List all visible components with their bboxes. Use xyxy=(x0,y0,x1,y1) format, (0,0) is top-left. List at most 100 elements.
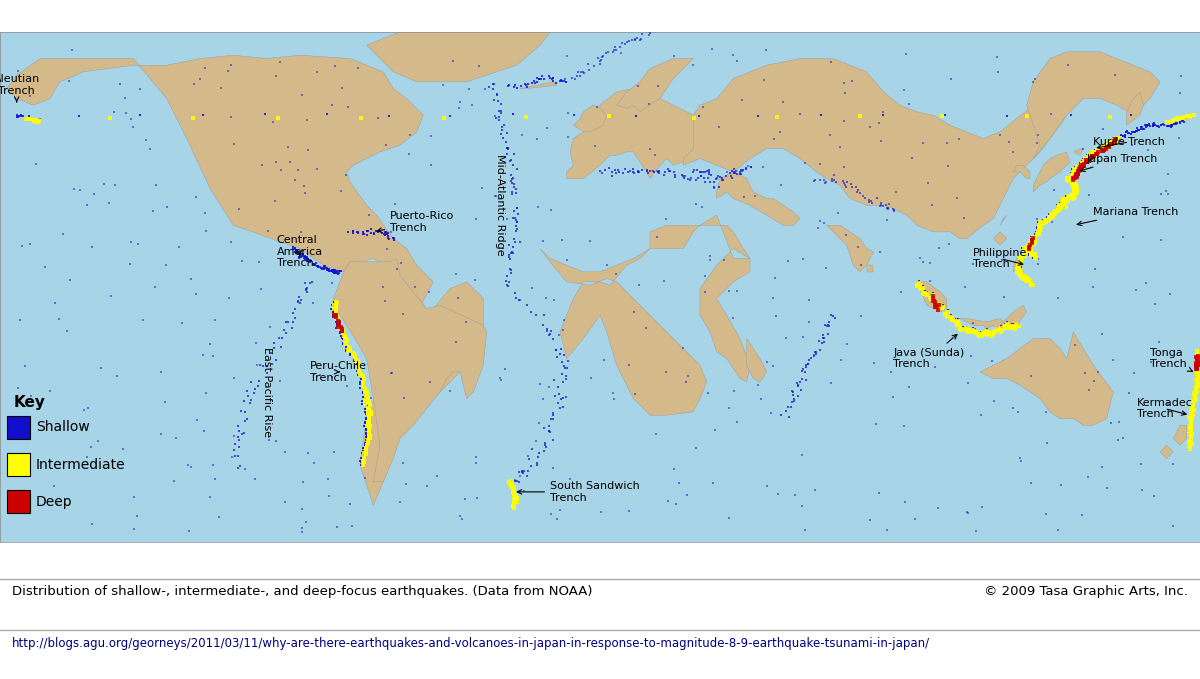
Point xyxy=(361,420,380,431)
Point xyxy=(302,276,322,287)
Point xyxy=(356,424,376,435)
Point xyxy=(733,164,752,175)
Point xyxy=(469,60,488,71)
Point xyxy=(54,228,73,239)
Point xyxy=(462,100,481,111)
Point xyxy=(1092,143,1111,154)
Point xyxy=(1183,400,1200,411)
Point xyxy=(1153,119,1172,130)
Point xyxy=(1187,364,1200,375)
Point xyxy=(316,263,335,274)
Point xyxy=(1039,211,1058,222)
Point xyxy=(932,301,952,312)
Point xyxy=(359,409,378,420)
Point xyxy=(1182,416,1200,426)
Point xyxy=(1068,182,1087,193)
Point xyxy=(1022,250,1042,261)
Point xyxy=(73,422,92,433)
Point xyxy=(1116,130,1135,141)
Point xyxy=(870,488,889,498)
Point xyxy=(908,278,928,289)
Point xyxy=(352,373,371,384)
Point xyxy=(1187,364,1200,375)
Text: http://blogs.agu.org/georneys/2011/03/11/why-are-there-earthquakes-and-volcanoes: http://blogs.agu.org/georneys/2011/03/11… xyxy=(12,637,930,650)
Point xyxy=(1188,354,1200,365)
Point xyxy=(766,273,785,284)
Point xyxy=(925,299,944,310)
Point xyxy=(1165,114,1184,125)
Polygon shape xyxy=(540,215,750,416)
Point xyxy=(304,259,323,270)
Point xyxy=(698,387,718,398)
Point xyxy=(11,110,30,121)
Point xyxy=(29,115,48,126)
Point xyxy=(323,100,342,111)
Point xyxy=(1097,141,1116,152)
Point xyxy=(710,172,730,183)
Point xyxy=(1018,274,1037,285)
Point xyxy=(1187,359,1200,370)
Point xyxy=(318,474,337,485)
Point xyxy=(1072,160,1091,171)
Point xyxy=(696,167,715,178)
Point xyxy=(358,421,377,432)
Point xyxy=(360,428,379,439)
Point xyxy=(991,325,1010,336)
Point xyxy=(1092,142,1111,153)
Point xyxy=(314,261,334,272)
Point xyxy=(1174,115,1193,126)
Point xyxy=(1181,428,1200,439)
Point xyxy=(378,227,397,238)
Point xyxy=(486,191,505,202)
Point xyxy=(1187,374,1200,385)
Point xyxy=(1181,418,1200,428)
Point xyxy=(350,370,370,381)
Point xyxy=(932,301,952,312)
Point xyxy=(1070,162,1090,172)
Point xyxy=(544,407,563,418)
Point xyxy=(1056,196,1075,207)
Point xyxy=(356,409,376,420)
Point xyxy=(1182,410,1200,421)
Point xyxy=(1032,218,1051,229)
Point xyxy=(1120,388,1139,399)
Point xyxy=(275,496,294,507)
Point xyxy=(295,253,314,264)
Point xyxy=(1174,111,1193,122)
Point xyxy=(594,51,613,62)
Point xyxy=(181,274,200,285)
Point xyxy=(376,226,395,237)
Point xyxy=(1000,137,1019,148)
Point xyxy=(1181,434,1200,445)
Point xyxy=(972,328,991,339)
Point xyxy=(1019,244,1038,255)
Point xyxy=(1008,259,1027,270)
Point xyxy=(1094,142,1114,153)
Point xyxy=(1184,388,1200,399)
Point xyxy=(1168,117,1187,128)
Point xyxy=(788,380,808,390)
Point xyxy=(272,332,292,343)
Point xyxy=(266,70,286,81)
Point xyxy=(785,490,804,500)
Point xyxy=(940,312,959,323)
Point xyxy=(1171,112,1190,123)
Point xyxy=(716,170,736,181)
Point xyxy=(1078,154,1097,165)
Point xyxy=(1109,435,1128,445)
Point xyxy=(1038,211,1057,222)
Point xyxy=(1074,156,1093,167)
Point xyxy=(1078,154,1097,165)
Point xyxy=(772,180,791,191)
Point xyxy=(1063,172,1082,183)
Polygon shape xyxy=(574,105,607,132)
Point xyxy=(361,409,380,420)
Point xyxy=(1182,414,1200,424)
Point xyxy=(1055,194,1074,205)
Point xyxy=(25,115,44,126)
Point xyxy=(1064,193,1084,204)
Point xyxy=(522,77,541,88)
Point xyxy=(1184,388,1200,399)
Point xyxy=(943,315,962,326)
Point xyxy=(556,73,575,84)
